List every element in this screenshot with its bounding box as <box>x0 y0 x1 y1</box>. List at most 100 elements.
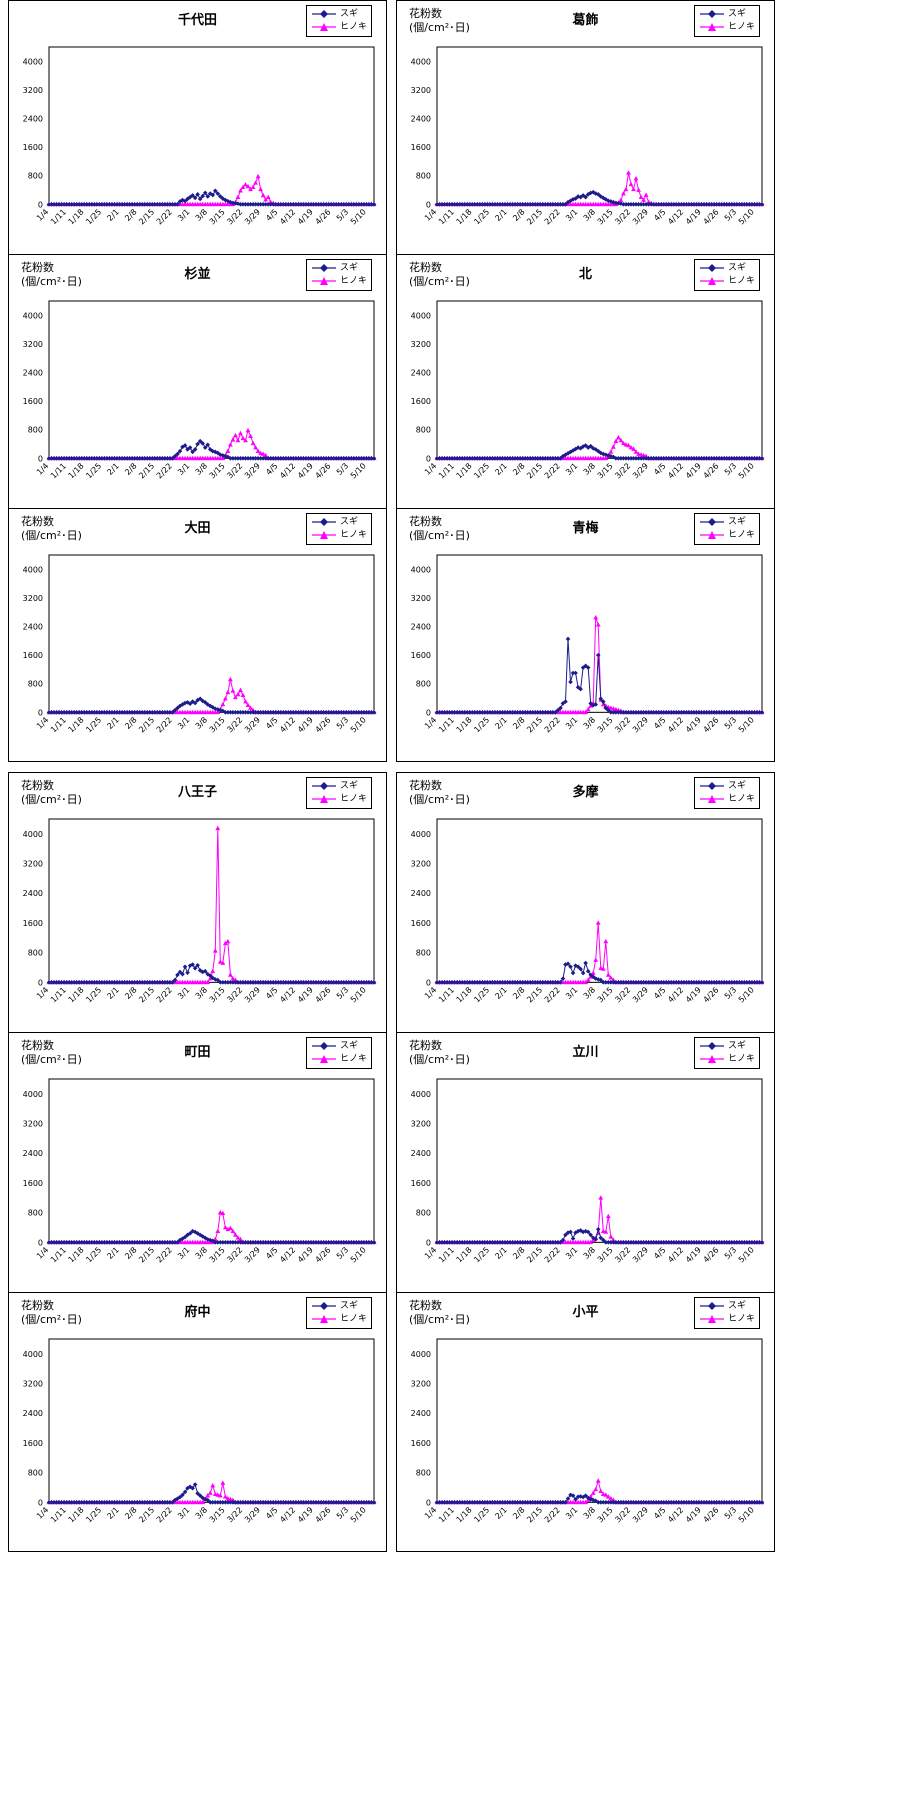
data-point-sugi <box>709 1240 714 1245</box>
data-point-sugi <box>704 1499 709 1505</box>
data-point-sugi <box>253 1499 258 1505</box>
x-tick-label: 3/1 <box>176 207 191 222</box>
chart-title: 杉並 <box>184 267 211 283</box>
data-point-sugi <box>124 1499 130 1505</box>
data-point-sugi <box>439 1240 445 1245</box>
y-tick-label: 0 <box>426 455 431 464</box>
data-point-hinoki <box>245 702 251 707</box>
data-point-hinoki <box>240 692 246 697</box>
data-point-sugi <box>97 980 102 985</box>
data-point-sugi <box>535 202 541 207</box>
x-tick-label: 3/22 <box>225 715 244 734</box>
data-point-sugi <box>694 202 699 207</box>
legend-label: ヒノキ <box>340 529 368 540</box>
data-point-sugi <box>729 709 735 715</box>
data-point-sugi <box>656 709 662 715</box>
data-point-sugi <box>613 980 619 985</box>
x-tick-label: 1/25 <box>84 1505 103 1524</box>
data-point-sugi <box>79 1240 85 1245</box>
data-point-sugi <box>694 709 699 715</box>
data-point-sugi <box>749 980 755 985</box>
data-point-sugi <box>726 709 732 715</box>
data-point-sugi <box>530 202 536 207</box>
data-point-hinoki <box>248 705 253 710</box>
data-point-sugi <box>643 709 649 715</box>
data-point-sugi <box>447 980 452 985</box>
data-point-sugi <box>726 202 732 207</box>
data-point-sugi <box>742 456 747 461</box>
data-point-sugi <box>142 709 148 715</box>
x-tick-label: 3/29 <box>243 1246 262 1265</box>
data-point-sugi <box>666 1240 672 1245</box>
data-point-sugi <box>303 456 309 461</box>
y-tick-label: 800 <box>416 172 431 181</box>
data-point-sugi <box>270 709 276 715</box>
data-point-sugi <box>316 1499 321 1505</box>
data-point-sugi <box>316 709 321 715</box>
data-point-sugi <box>613 1499 619 1505</box>
data-point-sugi <box>71 456 77 461</box>
data-point-sugi <box>724 456 730 461</box>
data-point-sugi <box>270 1240 276 1245</box>
x-tick-label: 1/11 <box>437 1505 456 1524</box>
data-point-sugi <box>515 202 520 207</box>
data-point-hinoki <box>233 433 238 438</box>
data-point-sugi <box>737 456 742 461</box>
data-point-sugi <box>230 709 236 715</box>
data-point-sugi <box>643 1499 649 1505</box>
data-point-sugi <box>321 980 326 985</box>
data-point-sugi <box>293 1240 299 1245</box>
data-point-sugi <box>669 456 674 461</box>
data-point-sugi <box>613 1240 619 1245</box>
data-point-sugi <box>734 709 740 715</box>
data-point-sugi <box>444 202 450 207</box>
x-tick-label: 3/15 <box>208 715 227 734</box>
data-point-hinoki <box>598 1488 604 1493</box>
data-point-sugi <box>666 709 672 715</box>
data-point-sugi <box>107 980 112 985</box>
legend-swatch-sugi <box>312 264 336 273</box>
x-tick-label: 4/19 <box>296 1505 315 1524</box>
y-tick-label: 800 <box>28 172 43 181</box>
data-point-sugi <box>550 1499 556 1505</box>
x-tick-label: 4/12 <box>666 1246 685 1265</box>
data-point-sugi <box>349 980 354 985</box>
data-point-sugi <box>291 1240 296 1245</box>
data-point-sugi <box>59 980 64 985</box>
data-point-sugi <box>165 1240 170 1245</box>
data-point-sugi <box>281 1240 286 1245</box>
y-tick-label: 800 <box>28 1468 43 1477</box>
series-line-hinoki <box>49 174 374 205</box>
data-point-sugi <box>165 980 170 985</box>
data-point-hinoki <box>250 707 256 712</box>
data-point-sugi <box>588 444 593 449</box>
data-point-hinoki <box>618 197 624 202</box>
data-point-sugi <box>676 1499 682 1505</box>
data-point-sugi <box>56 1240 62 1245</box>
data-point-sugi <box>296 456 301 461</box>
data-point-sugi <box>152 456 158 461</box>
data-point-sugi <box>102 202 107 207</box>
data-point-sugi <box>56 709 62 715</box>
data-point-hinoki <box>603 938 609 944</box>
data-point-sugi <box>623 1240 629 1245</box>
data-point-sugi <box>520 980 525 985</box>
chart-panel: 大田 花粉数 (個/cm²･日) スギ ヒノキ 0 800 1600 2400 3200 4000 1… <box>9 507 386 762</box>
data-point-hinoki <box>220 701 226 706</box>
data-point-sugi <box>684 456 689 461</box>
data-point-sugi <box>114 456 120 461</box>
data-point-sugi <box>457 709 462 715</box>
x-tick-label: 1/11 <box>437 1246 456 1265</box>
data-point-hinoki <box>207 1490 213 1495</box>
data-point-sugi <box>618 1240 624 1245</box>
chart-panel: 青梅 花粉数 (個/cm²･日) スギ ヒノキ 0 800 1600 2400 3200 4000 1… <box>397 507 774 762</box>
legend-item-hinoki: ヒノキ <box>310 793 370 805</box>
legend-item-sugi: スギ <box>310 8 370 20</box>
y-tick-label: 2400 <box>411 1409 431 1418</box>
data-point-sugi <box>752 456 757 461</box>
data-point-hinoki <box>595 1477 601 1483</box>
data-point-sugi <box>248 1240 253 1245</box>
data-point-sugi <box>545 1240 551 1245</box>
data-point-hinoki <box>245 183 251 189</box>
legend-label: ヒノキ <box>728 529 756 540</box>
